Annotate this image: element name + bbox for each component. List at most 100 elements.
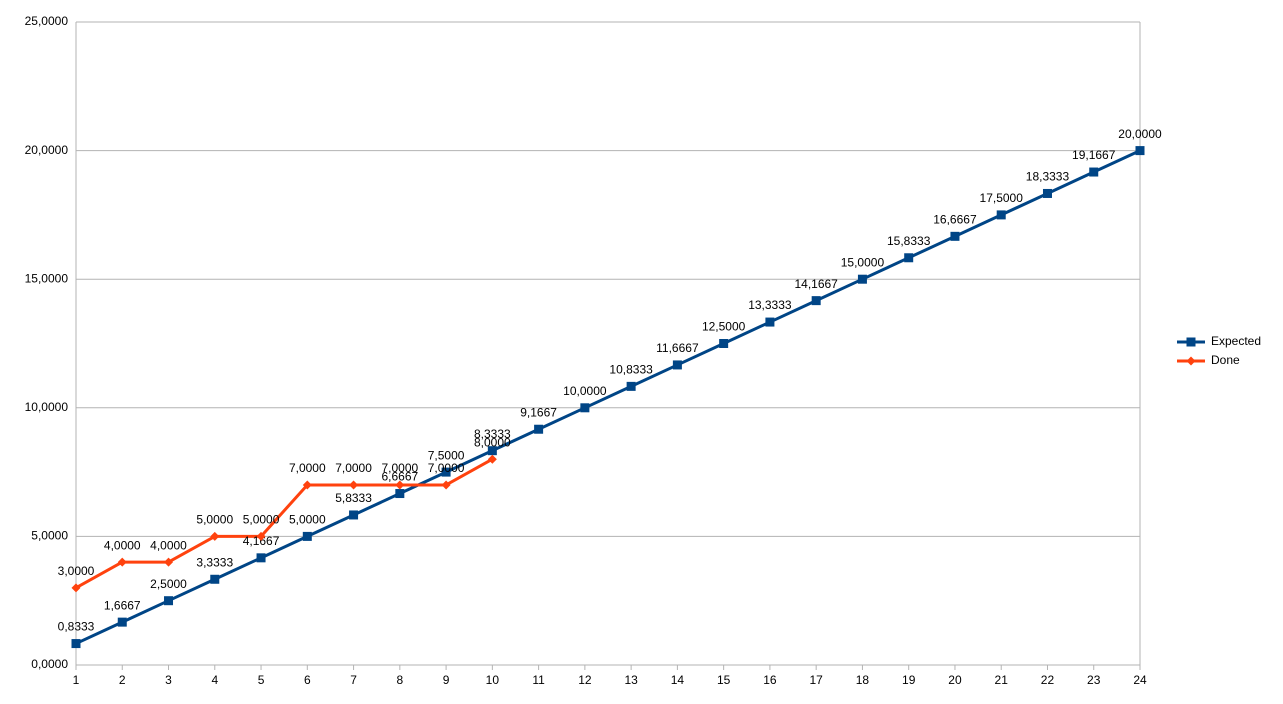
x-tick-label: 7 <box>350 673 357 687</box>
marker <box>1186 337 1196 347</box>
x-tick-label: 11 <box>532 673 545 687</box>
marker <box>395 480 405 490</box>
x-tick-label: 10 <box>486 673 500 687</box>
data-label: 6,6667 <box>381 470 418 484</box>
data-label: 7,0000 <box>381 461 418 475</box>
marker <box>672 360 682 370</box>
data-label: 15,8333 <box>887 234 931 248</box>
data-label: 0,8333 <box>58 620 95 634</box>
x-tick-label: 21 <box>995 673 1009 687</box>
data-label: 12,5000 <box>702 320 746 334</box>
y-tick-label: 25,0000 <box>25 14 69 28</box>
x-tick-label: 24 <box>1133 673 1147 687</box>
data-label: 10,0000 <box>563 384 607 398</box>
x-tick-label: 12 <box>578 673 592 687</box>
marker <box>256 531 266 541</box>
y-tick-label: 20,0000 <box>25 143 69 157</box>
data-label: 3,3333 <box>196 555 233 569</box>
x-tick-label: 5 <box>258 673 265 687</box>
x-tick-label: 17 <box>809 673 823 687</box>
data-label: 4,0000 <box>104 538 141 552</box>
x-tick-label: 23 <box>1087 673 1101 687</box>
data-label: 7,0000 <box>289 461 326 475</box>
marker <box>811 296 821 306</box>
x-tick-label: 3 <box>165 673 172 687</box>
marker <box>580 403 590 413</box>
marker <box>996 210 1006 220</box>
data-label: 16,6667 <box>933 213 977 227</box>
marker <box>256 553 266 563</box>
marker <box>904 253 914 263</box>
marker <box>487 454 497 464</box>
marker <box>950 231 960 241</box>
x-tick-label: 9 <box>443 673 450 687</box>
marker <box>210 531 220 541</box>
marker <box>164 596 174 606</box>
marker <box>349 510 359 520</box>
x-tick-label: 13 <box>624 673 638 687</box>
y-tick-label: 0,0000 <box>31 657 68 671</box>
x-tick-label: 2 <box>119 673 126 687</box>
data-label: 5,0000 <box>289 513 326 527</box>
data-label: 7,5000 <box>428 448 465 462</box>
data-label: 13,3333 <box>748 298 792 312</box>
x-tick-label: 22 <box>1041 673 1055 687</box>
data-label: 14,1667 <box>794 277 838 291</box>
data-label: 7,0000 <box>428 461 465 475</box>
marker <box>1089 167 1099 177</box>
x-tick-label: 4 <box>211 673 218 687</box>
series-line <box>75 149 1141 645</box>
data-label: 1,6667 <box>104 598 141 612</box>
marker <box>441 467 451 477</box>
marker <box>302 531 312 541</box>
marker <box>534 424 544 434</box>
x-tick-label: 8 <box>396 673 403 687</box>
marker <box>71 583 81 593</box>
marker <box>487 446 497 456</box>
data-label: 10,8333 <box>609 363 653 377</box>
data-label: 7,0000 <box>335 461 372 475</box>
legend-label: Done <box>1211 353 1240 367</box>
marker <box>71 639 81 649</box>
x-tick-label: 1 <box>73 673 80 687</box>
marker <box>626 381 636 391</box>
marker <box>117 617 127 627</box>
marker <box>441 480 451 490</box>
x-tick-label: 19 <box>902 673 916 687</box>
marker <box>302 480 312 490</box>
marker <box>765 317 775 327</box>
x-tick-label: 6 <box>304 673 311 687</box>
y-tick-label: 10,0000 <box>25 400 69 414</box>
x-tick-label: 16 <box>763 673 777 687</box>
marker <box>164 557 174 567</box>
data-label: 8,3333 <box>474 427 511 441</box>
data-label: 5,8333 <box>335 491 372 505</box>
x-tick-label: 14 <box>671 673 685 687</box>
data-label: 11,6667 <box>656 341 699 355</box>
marker <box>857 274 867 284</box>
data-label: 20,0000 <box>1118 127 1162 141</box>
marker <box>117 557 127 567</box>
data-label: 2,5000 <box>150 577 187 591</box>
data-label: 15,0000 <box>841 255 885 269</box>
marker <box>349 480 359 490</box>
y-tick-label: 15,0000 <box>25 271 69 285</box>
data-label: 5,0000 <box>196 513 233 527</box>
legend-label: Expected <box>1211 334 1261 348</box>
x-tick-label: 18 <box>856 673 870 687</box>
data-label: 4,0000 <box>150 538 187 552</box>
x-tick-label: 15 <box>717 673 731 687</box>
marker <box>1186 356 1196 366</box>
x-tick-label: 20 <box>948 673 962 687</box>
data-label: 5,0000 <box>243 513 280 527</box>
y-tick-label: 5,0000 <box>31 529 68 543</box>
data-label: 17,5000 <box>980 191 1024 205</box>
marker <box>395 489 405 499</box>
data-label: 8,0000 <box>474 435 511 449</box>
data-label: 9,1667 <box>520 405 557 419</box>
series-line <box>75 457 494 590</box>
data-label: 18,3333 <box>1026 170 1070 184</box>
data-label: 4,1667 <box>243 534 280 548</box>
marker <box>210 574 220 584</box>
